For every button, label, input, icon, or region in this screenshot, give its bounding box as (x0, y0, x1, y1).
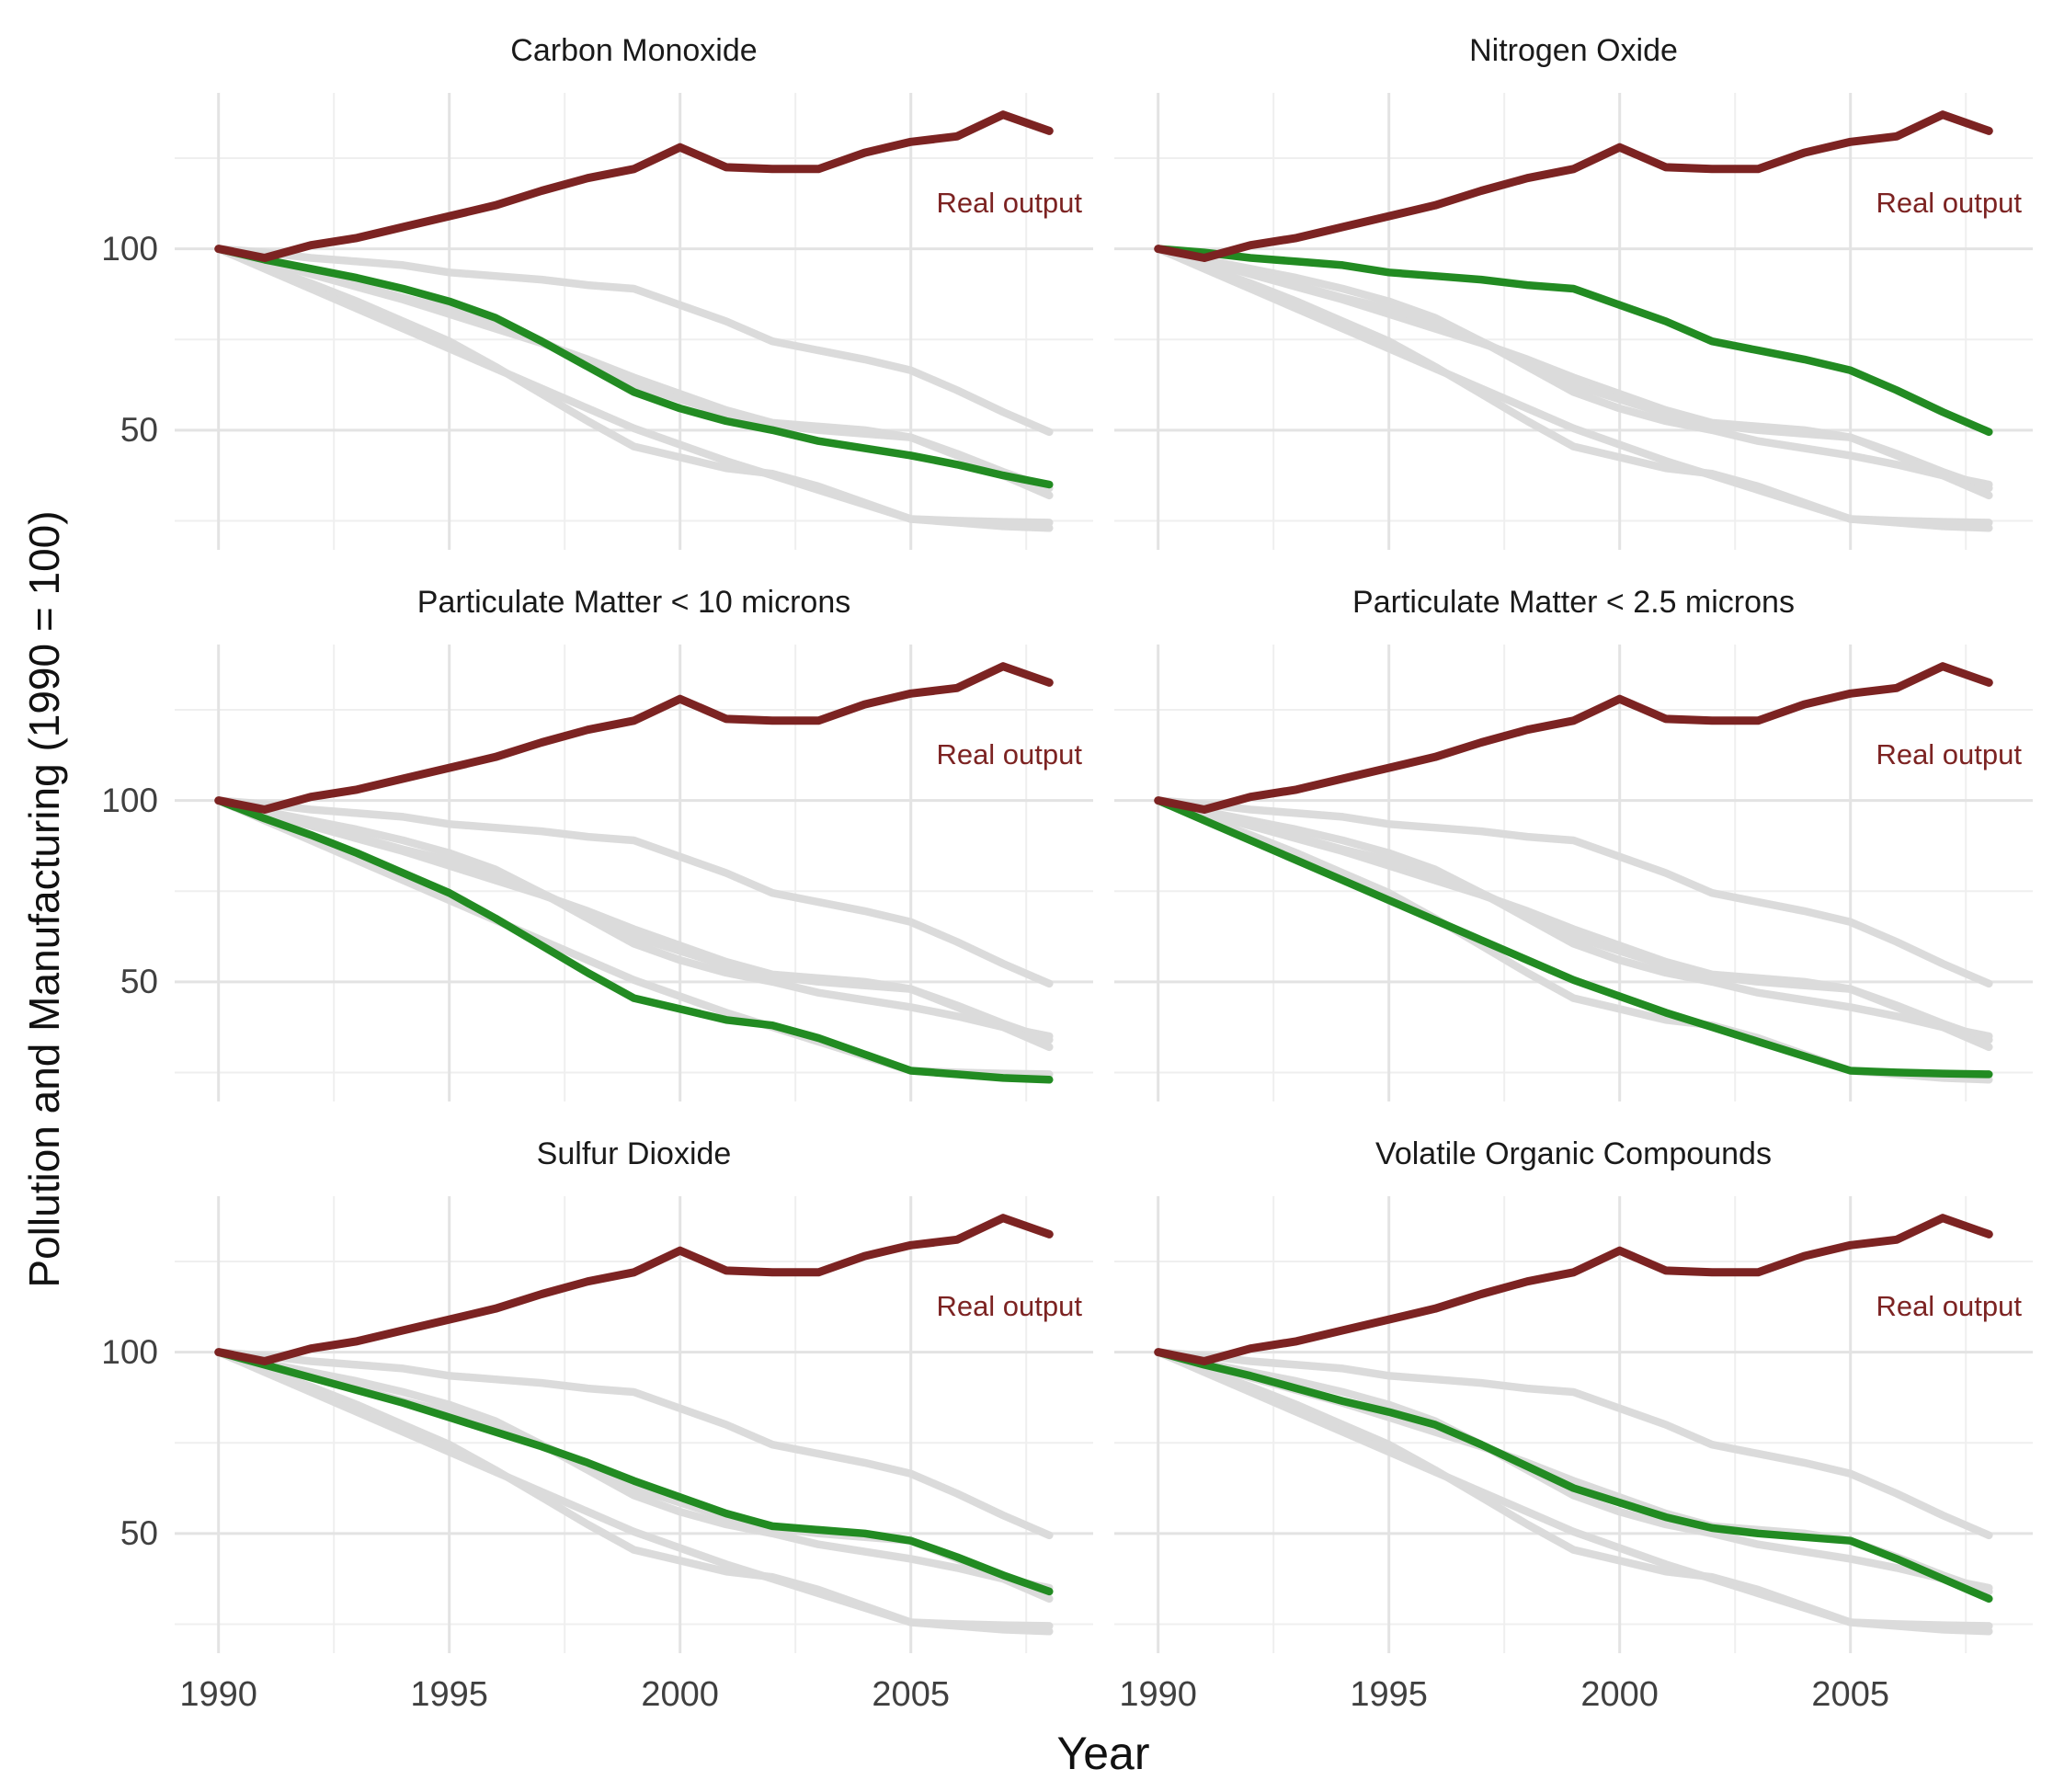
series-voc-line-highlight (1154, 1348, 1993, 1604)
y-tick-label: 100 (101, 781, 158, 819)
series-voc-line-gray (214, 796, 1054, 1052)
facet-title-nitrogen-oxide: Nitrogen Oxide (1469, 33, 1678, 68)
series-real-output-line (214, 662, 1054, 814)
series-so2-line-highlight (214, 1348, 1054, 1596)
facet-chart-svg (175, 1196, 1093, 1653)
series-voc-line-gray (1154, 245, 1993, 500)
series-pm25-line-gray (214, 245, 1054, 527)
x-axis-title: Year (1056, 1728, 1150, 1779)
facet-chart-svg (175, 645, 1093, 1101)
real-output-annotation: Real output (936, 1290, 1082, 1323)
facet-panel-sulfur-dioxide: Real output (175, 1196, 1093, 1653)
series-real-output-line (214, 1214, 1054, 1365)
x-tick-label: 2005 (1811, 1675, 1889, 1714)
x-tick-label: 2000 (1580, 1675, 1659, 1714)
real-output-annotation: Real output (936, 187, 1082, 220)
x-tick-label: 1990 (179, 1675, 257, 1714)
series-nox-line-gray (214, 796, 1054, 988)
series-real-output-line (1154, 1214, 1993, 1365)
series-pm25-line-highlight (1154, 796, 1993, 1079)
y-tick-label: 50 (120, 410, 158, 449)
y-tick-label: 100 (101, 1332, 158, 1371)
series-pm25-line-gray (1154, 1348, 1993, 1630)
series-voc-line-gray (214, 245, 1054, 500)
series-co-line-gray (1154, 1348, 1993, 1592)
series-real-output-line (214, 110, 1054, 262)
real-output-annotation: Real output (1876, 738, 2022, 771)
series-co-line-gray (1154, 245, 1993, 489)
series-co-line-gray (1154, 796, 1993, 1041)
facet-chart-svg (175, 93, 1093, 550)
series-co-line-highlight (214, 245, 1054, 489)
facet-panel-carbon-monoxide: Real output (175, 93, 1093, 550)
y-tick-label: 50 (120, 1513, 158, 1552)
y-tick-label: 50 (120, 962, 158, 1000)
facet-panel-voc: Real output (1114, 1196, 2033, 1653)
series-real-output-line (1154, 662, 1993, 814)
facet-title-pm25: Particulate Matter < 2.5 microns (1352, 585, 1795, 620)
facet-title-carbon-monoxide: Carbon Monoxide (510, 33, 758, 68)
x-tick-label: 2000 (641, 1675, 719, 1714)
x-tick-label: 1990 (1119, 1675, 1197, 1714)
facet-panel-nitrogen-oxide: Real output (1114, 93, 2033, 550)
series-nox-line-gray (1154, 1348, 1993, 1540)
series-co-line-gray (214, 1348, 1054, 1592)
facet-title-pm10: Particulate Matter < 10 microns (416, 585, 851, 620)
facet-chart-svg (1114, 93, 2033, 550)
real-output-annotation: Real output (1876, 1290, 2022, 1323)
series-nox-line-gray (214, 1348, 1054, 1540)
series-voc-line-gray (1154, 796, 1993, 1052)
facet-chart-svg (1114, 645, 2033, 1101)
series-nox-line-highlight (1154, 245, 1993, 437)
y-axis-title: Pollution and Manufacturing (1990 = 100) (20, 510, 68, 1288)
series-pm10-line-highlight (214, 796, 1054, 1084)
series-pm25-line-gray (1154, 245, 1993, 527)
series-pm25-line-gray (214, 1348, 1054, 1630)
real-output-annotation: Real output (936, 738, 1082, 771)
series-nox-line-gray (214, 245, 1054, 437)
series-nox-line-gray (1154, 796, 1993, 988)
real-output-annotation: Real output (1876, 187, 2022, 220)
x-tick-label: 1995 (1350, 1675, 1428, 1714)
facet-title-voc: Volatile Organic Compounds (1375, 1136, 1772, 1171)
y-tick-label: 100 (101, 229, 158, 268)
facet-panel-pm10: Real output (175, 645, 1093, 1101)
x-tick-label: 1995 (410, 1675, 488, 1714)
facet-panel-pm25: Real output (1114, 645, 2033, 1101)
series-real-output-line (1154, 110, 1993, 262)
facet-chart-svg (1114, 1196, 2033, 1653)
series-co-line-gray (214, 796, 1054, 1041)
facet-title-sulfur-dioxide: Sulfur Dioxide (536, 1136, 732, 1171)
x-tick-label: 2005 (872, 1675, 950, 1714)
